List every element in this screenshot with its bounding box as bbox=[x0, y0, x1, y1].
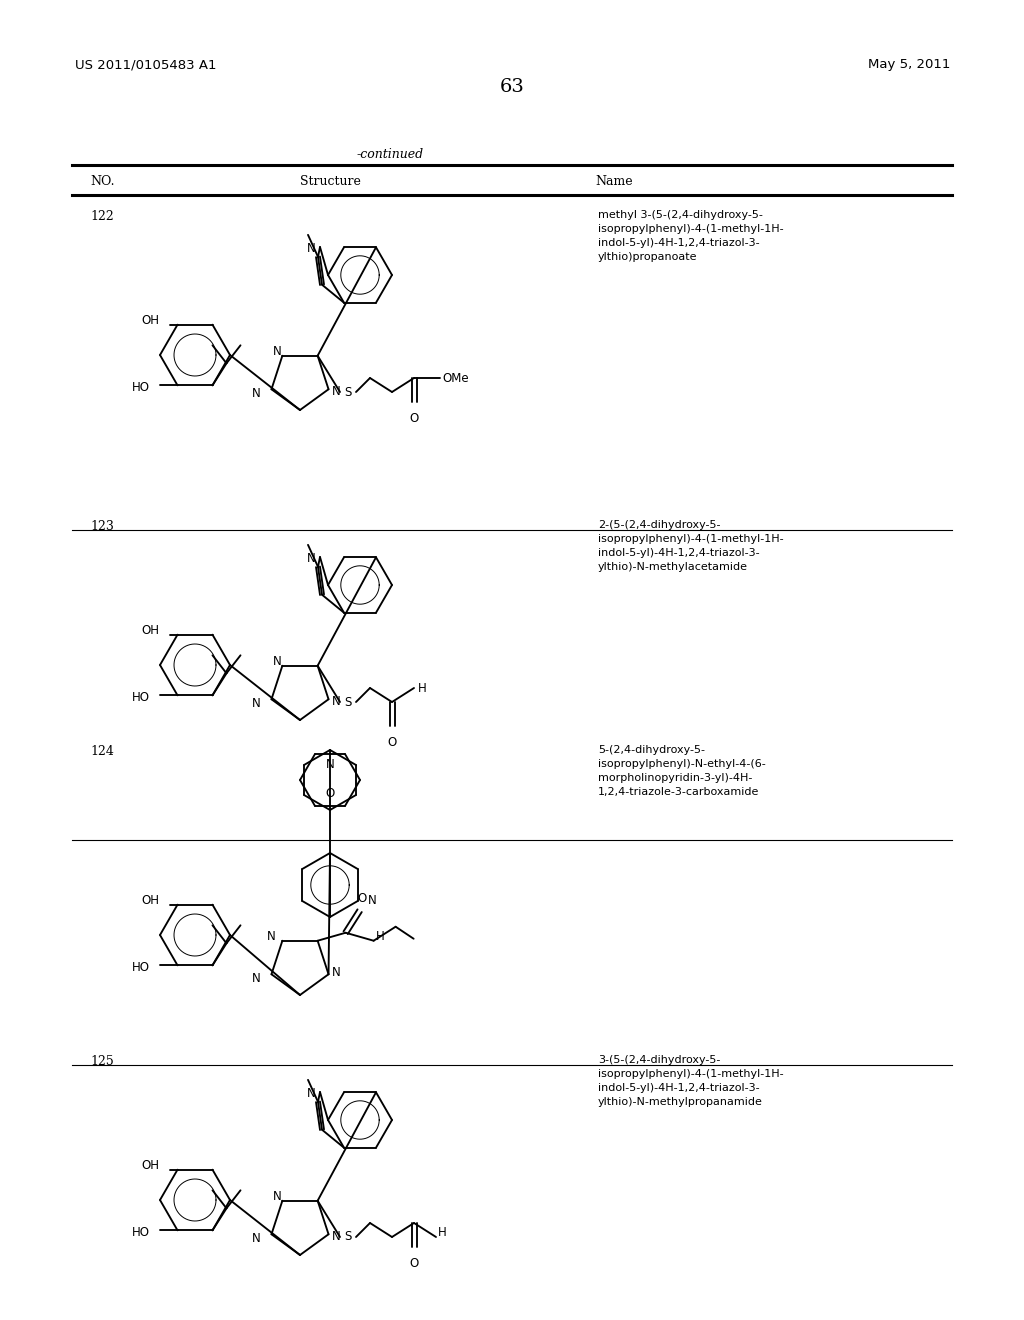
Text: N: N bbox=[326, 758, 335, 771]
Text: HO: HO bbox=[131, 961, 150, 974]
Text: S: S bbox=[344, 696, 351, 709]
Text: N: N bbox=[307, 1086, 316, 1100]
Text: N: N bbox=[252, 697, 261, 710]
Text: N: N bbox=[332, 1230, 341, 1243]
Text: N: N bbox=[307, 552, 316, 565]
Text: 5-(2,4-dihydroxy-5-
isopropylphenyl)-N-ethyl-4-(6-
morpholinopyridin-3-yl)-4H-
1: 5-(2,4-dihydroxy-5- isopropylphenyl)-N-e… bbox=[598, 744, 766, 797]
Text: OH: OH bbox=[141, 314, 160, 327]
Text: N: N bbox=[332, 385, 341, 399]
Text: S: S bbox=[344, 1230, 351, 1243]
Text: 125: 125 bbox=[90, 1055, 114, 1068]
Text: O: O bbox=[357, 892, 367, 904]
Text: HO: HO bbox=[131, 690, 150, 704]
Text: N: N bbox=[252, 1233, 261, 1245]
Text: HO: HO bbox=[131, 380, 150, 393]
Text: N: N bbox=[273, 1191, 282, 1204]
Text: May 5, 2011: May 5, 2011 bbox=[867, 58, 950, 71]
Text: HO: HO bbox=[131, 1226, 150, 1238]
Text: S: S bbox=[344, 385, 351, 399]
Text: O: O bbox=[410, 1257, 419, 1270]
Text: 123: 123 bbox=[90, 520, 114, 533]
Text: OMe: OMe bbox=[442, 371, 469, 384]
Text: O: O bbox=[410, 412, 419, 425]
Text: Name: Name bbox=[595, 176, 633, 187]
Text: N: N bbox=[332, 696, 341, 709]
Text: H: H bbox=[418, 681, 427, 694]
Text: N: N bbox=[332, 966, 341, 978]
Text: OH: OH bbox=[141, 624, 160, 638]
Text: N: N bbox=[273, 346, 282, 358]
Text: H: H bbox=[438, 1226, 446, 1239]
Text: N: N bbox=[252, 387, 261, 400]
Text: Structure: Structure bbox=[300, 176, 360, 187]
Text: O: O bbox=[387, 737, 396, 748]
Text: -continued: -continued bbox=[356, 148, 424, 161]
Text: OH: OH bbox=[141, 1159, 160, 1172]
Text: N: N bbox=[273, 655, 282, 668]
Text: N: N bbox=[368, 895, 377, 908]
Text: 122: 122 bbox=[90, 210, 114, 223]
Text: 63: 63 bbox=[500, 78, 524, 96]
Text: 124: 124 bbox=[90, 744, 114, 758]
Text: N: N bbox=[307, 242, 316, 255]
Text: O: O bbox=[326, 787, 335, 800]
Text: methyl 3-(5-(2,4-dihydroxy-5-
isopropylphenyl)-4-(1-methyl-1H-
indol-5-yl)-4H-1,: methyl 3-(5-(2,4-dihydroxy-5- isopropylp… bbox=[598, 210, 783, 261]
Text: 3-(5-(2,4-dihydroxy-5-
isopropylphenyl)-4-(1-methyl-1H-
indol-5-yl)-4H-1,2,4-tri: 3-(5-(2,4-dihydroxy-5- isopropylphenyl)-… bbox=[598, 1055, 783, 1107]
Text: 2-(5-(2,4-dihydroxy-5-
isopropylphenyl)-4-(1-methyl-1H-
indol-5-yl)-4H-1,2,4-tri: 2-(5-(2,4-dihydroxy-5- isopropylphenyl)-… bbox=[598, 520, 783, 572]
Text: N: N bbox=[267, 931, 275, 944]
Text: H: H bbox=[376, 929, 384, 942]
Text: NO.: NO. bbox=[90, 176, 115, 187]
Text: OH: OH bbox=[141, 894, 160, 907]
Text: N: N bbox=[252, 973, 261, 985]
Text: US 2011/0105483 A1: US 2011/0105483 A1 bbox=[75, 58, 216, 71]
